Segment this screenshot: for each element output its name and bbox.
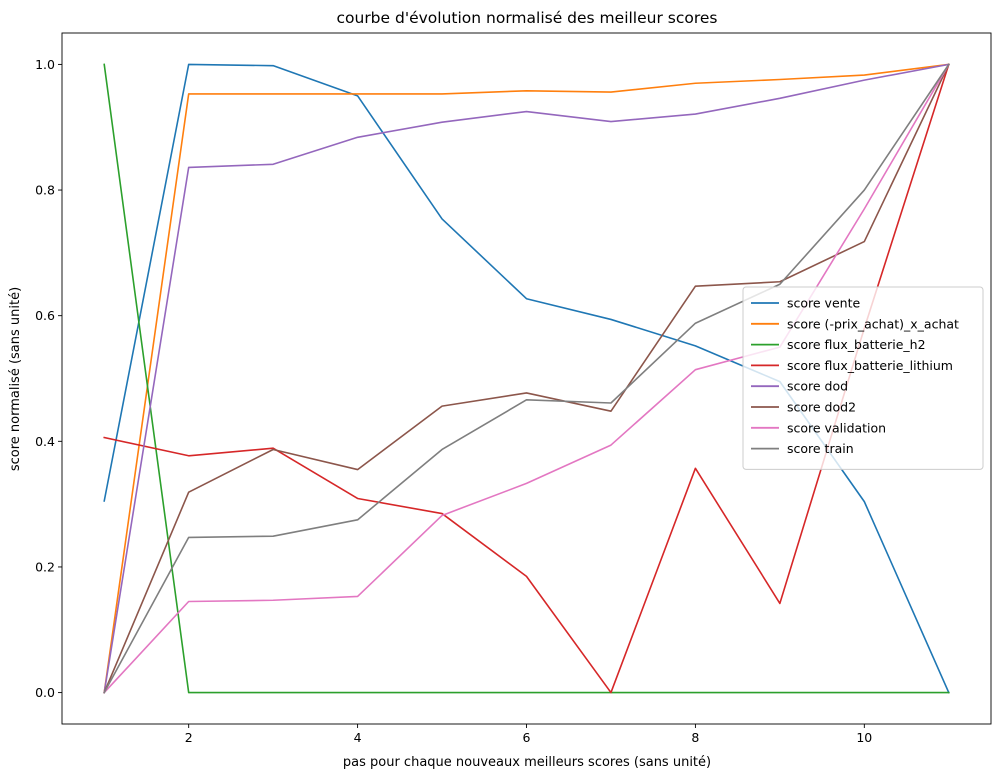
legend-label-5: score dod2 — [787, 400, 856, 415]
y-tick-label-1: 0.2 — [35, 559, 55, 574]
x-tick-label-3: 8 — [691, 730, 699, 745]
series-line-3 — [103, 63, 950, 694]
x-axis-label: pas pour chaque nouveaux meilleurs score… — [343, 755, 711, 770]
series-line-5 — [103, 63, 950, 694]
y-axis-label: score normalisé (sans unité) — [8, 287, 23, 471]
legend-label-4: score dod — [787, 379, 848, 394]
series-line-4 — [103, 63, 950, 694]
y-tick-label-3: 0.6 — [35, 308, 55, 323]
legend-label-6: score validation — [787, 420, 886, 435]
chart-title: courbe d'évolution normalisé des meilleu… — [336, 9, 717, 27]
legend: score vente score (-prix_achat)_x_achatsc… — [742, 286, 984, 470]
y-tick-label-2: 0.4 — [35, 434, 55, 449]
series-line-1 — [103, 63, 950, 694]
series-line-7 — [103, 63, 950, 694]
series-line-2 — [103, 63, 950, 694]
legend-label-0: score vente — [787, 296, 860, 311]
y-tick-label-4: 0.8 — [35, 183, 55, 198]
legend-box — [742, 286, 984, 470]
legend-label-7: score train — [787, 441, 854, 456]
legend-label-1: score (-prix_achat)_x_achat — [787, 316, 959, 331]
y-tick-label-0: 0.0 — [35, 685, 55, 700]
x-tick-label-1: 4 — [354, 730, 362, 745]
legend-label-2: score flux_batterie_h2 — [787, 337, 926, 352]
legend-label-3: score flux_batterie_lithium — [787, 358, 953, 373]
y-tick-label-5: 1.0 — [35, 57, 55, 72]
x-tick-label-0: 2 — [185, 730, 193, 745]
x-tick-label-2: 6 — [523, 730, 531, 745]
x-tick-label-4: 10 — [856, 730, 872, 745]
